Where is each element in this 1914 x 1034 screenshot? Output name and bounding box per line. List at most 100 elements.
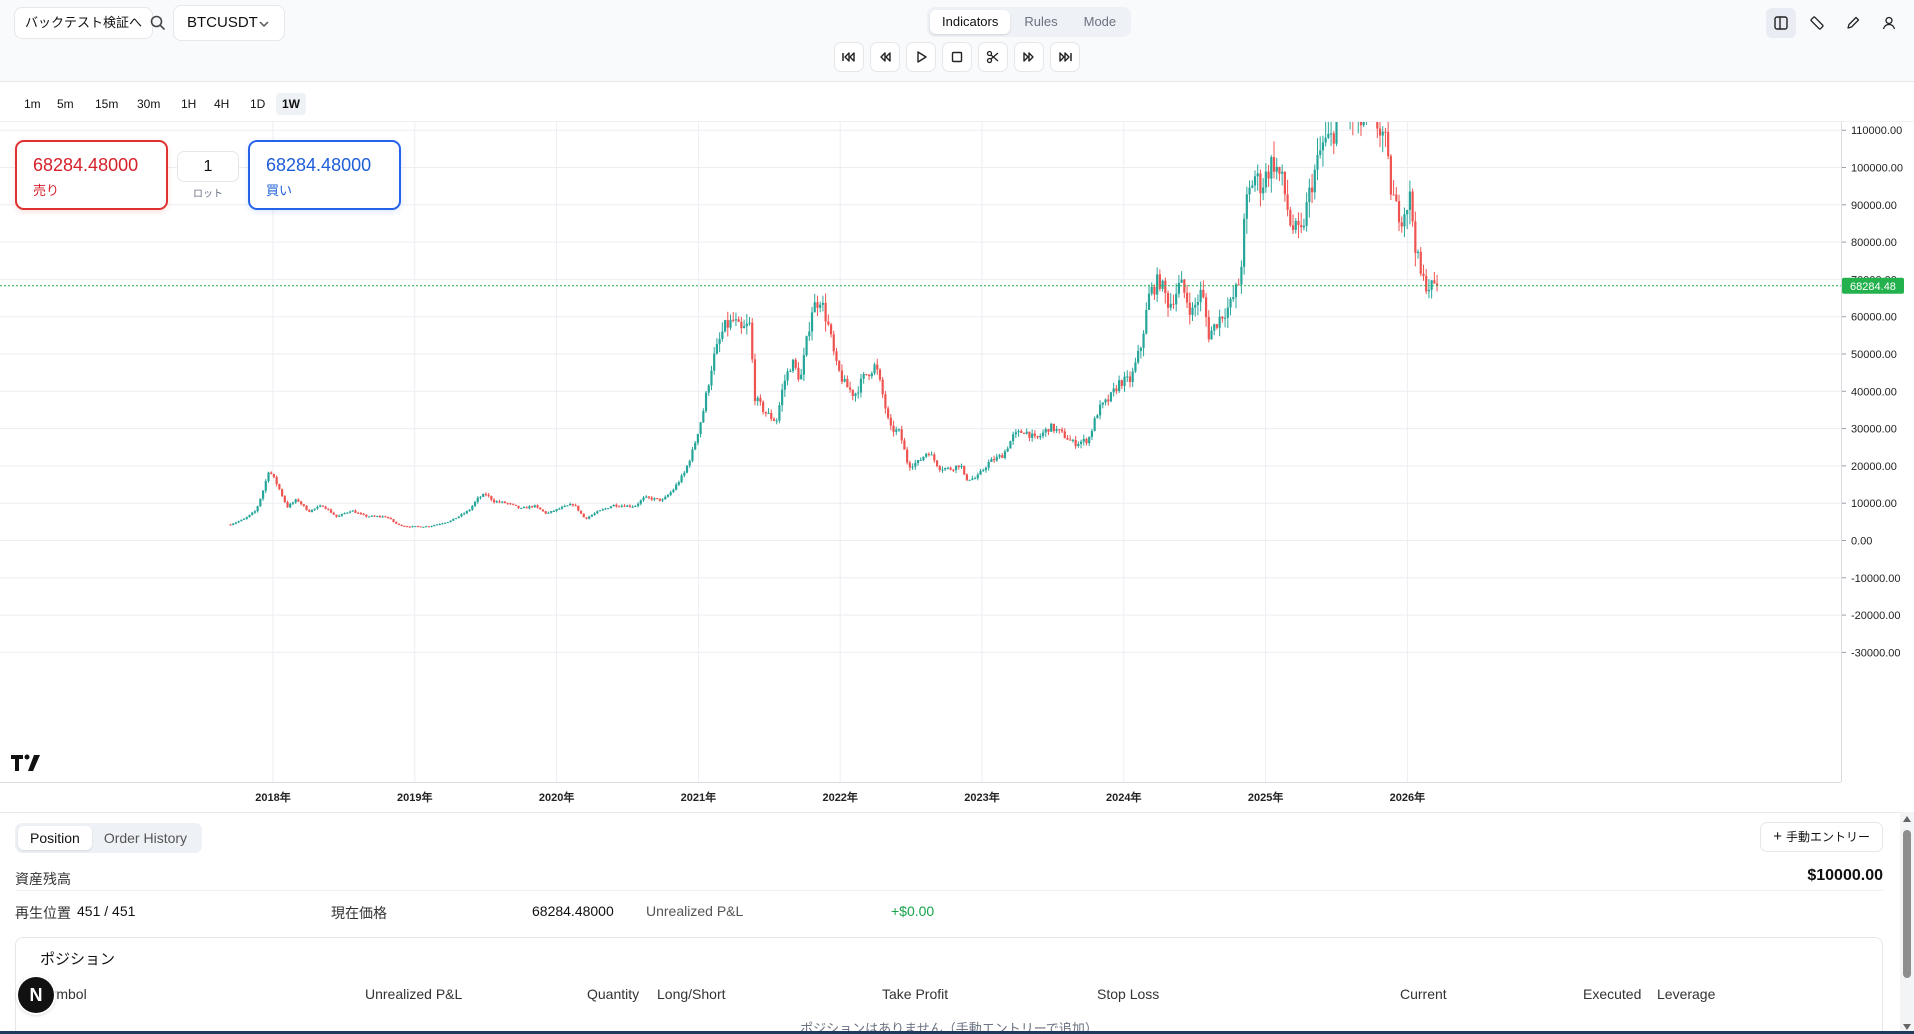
pencil-button[interactable] [1838,8,1868,38]
candle-body [919,460,922,462]
candle-body [623,505,626,507]
price-chart[interactable]: 140000.00130000.00120000.00110000.001000… [0,122,1914,812]
column-unrealized-pnl: Unrealized P&L [365,986,463,1002]
scroll-down-arrow[interactable] [1903,1024,1911,1030]
x-tick-label: 2018年 [255,790,290,804]
tab-rules[interactable]: Rules [1024,14,1058,29]
candle-body [1147,293,1151,310]
candle-body [1172,303,1175,305]
candle-body [1022,432,1026,434]
candle-body [593,513,596,515]
tab-position[interactable]: Position [18,826,92,850]
backtest-button[interactable]: バックテスト検証へ [14,7,154,39]
candle-body [821,302,824,305]
rewind-start-icon [842,52,855,62]
tab-order-history[interactable]: Order History [103,830,188,846]
y-tick-label: -20000.00 [1851,610,1901,622]
candle-body [359,512,363,514]
candle-body [859,378,863,393]
timeframe-1m[interactable]: 1m [24,97,41,111]
candle-body [1131,371,1134,383]
candle-body [539,507,542,510]
candle-body [495,501,498,503]
candle-body [677,482,680,485]
candle-body [1381,131,1384,136]
timeframe-15m[interactable]: 15m [95,97,119,111]
candle-body [984,467,988,471]
candle-body [430,525,433,527]
ruler-button[interactable] [1802,8,1832,38]
tab-indicators[interactable]: Indicators [930,10,1011,34]
y-tick-label: 60000.00 [1851,312,1897,324]
candle-body [384,516,387,518]
candle-body [1139,347,1142,352]
play-button[interactable] [906,42,936,72]
candle-body [1281,171,1284,174]
candle-body [367,516,371,518]
step-back-button[interactable] [870,42,900,72]
panel-toggle-button[interactable] [1766,8,1796,38]
candle-body [590,514,593,517]
fast-forward-button[interactable] [1050,42,1080,72]
candlestick-chart[interactable]: 140000.00130000.00120000.00110000.001000… [0,122,1914,812]
panel-scrollbar[interactable] [1900,812,1914,1034]
right-tools [1766,8,1914,38]
symbol-select[interactable]: BTCUSDT [173,5,285,41]
timeframe-5m[interactable]: 5m [57,97,74,111]
timeframe-30m[interactable]: 30m [137,97,161,111]
candle-body [376,516,379,518]
candle-body [965,474,969,481]
candle-body [1123,376,1126,386]
manual-entry-button[interactable]: + 手動エントリー [1760,822,1883,852]
candle-body [1289,209,1292,226]
candle-body [1321,142,1325,151]
candle-body [408,526,411,528]
buy-button[interactable]: 68284.48000 買い [248,140,401,210]
timeframe-4h[interactable]: 4H [214,97,230,111]
positions-table: ポジション Symbol Unrealized P&L Quantity Lon… [15,937,1883,1034]
scroll-thumb[interactable] [1903,830,1911,978]
sell-button[interactable]: 68284.48000 売り [15,140,168,210]
candle-body [1313,169,1316,193]
candle-body [259,498,262,507]
candle-body [264,481,267,491]
user-button[interactable] [1874,8,1904,38]
tab-mode[interactable]: Mode [1083,14,1117,29]
candle-body [386,517,390,519]
candle-body [1017,431,1020,433]
nextjs-badge[interactable]: N [18,977,54,1013]
candle-body [414,526,417,528]
candle-body [476,497,479,502]
candle-body [1221,316,1224,319]
candle-body [647,496,651,498]
candle-body [824,302,827,322]
search-icon[interactable] [148,13,168,33]
candle-body [628,505,632,507]
candle-body [854,393,857,396]
stop-button[interactable] [942,42,972,72]
lot-input[interactable]: 1 [177,151,239,182]
candle-body [275,477,278,485]
candle-body [794,359,797,368]
candle-body [251,512,254,515]
timeframe-1d[interactable]: 1D [250,97,266,111]
candle-body [1362,122,1365,126]
candle-body [1406,209,1409,215]
tradingview-logo[interactable] [10,753,42,771]
candle-body [1376,122,1379,129]
candle-body [484,494,488,496]
cut-button[interactable] [978,42,1008,72]
step-forward-button[interactable] [1014,42,1044,72]
timeframe-1h[interactable]: 1H [181,97,197,111]
rewind-start-button[interactable] [834,42,864,72]
candle-body [971,478,974,480]
candle-body [829,324,833,335]
timeframe-1w[interactable]: 1W [276,93,306,115]
candle-body [555,509,558,511]
candle-body [802,355,805,375]
scroll-up-arrow[interactable] [1903,816,1911,822]
candle-body [1392,194,1395,196]
candle-body [895,429,898,432]
candle-body [319,505,322,507]
x-tick-label: 2019年 [397,790,432,804]
